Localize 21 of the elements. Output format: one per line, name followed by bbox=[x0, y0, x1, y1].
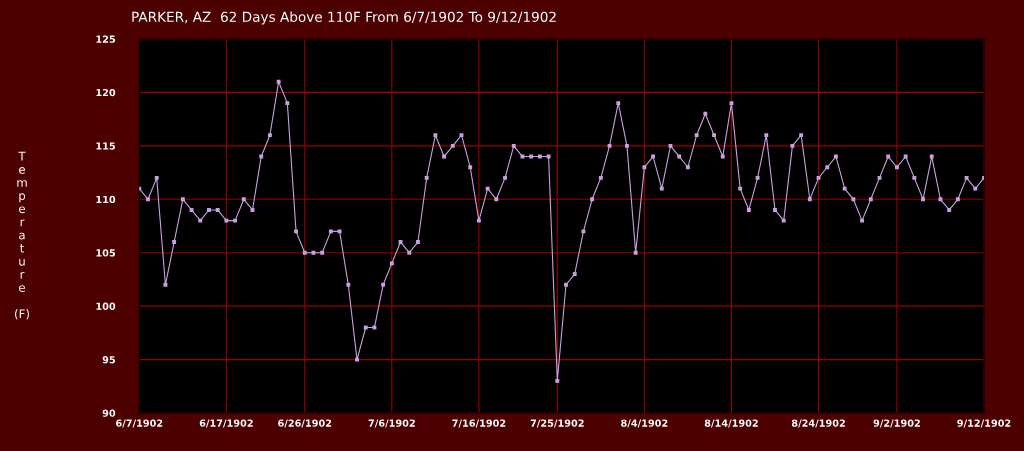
x-tick-label: 7/6/1902 bbox=[368, 419, 415, 428]
y-tick-label: 95 bbox=[102, 356, 116, 364]
x-tick-label: 8/4/1902 bbox=[621, 419, 668, 428]
text: Temperature (F) bbox=[15, 151, 29, 320]
x-tick-label: 7/25/1902 bbox=[530, 419, 584, 428]
x-tick-label: 6/7/1902 bbox=[116, 419, 163, 428]
y-tick-label: 120 bbox=[96, 88, 116, 97]
x-tick-label: 9/12/1902 bbox=[957, 419, 1011, 428]
chart-title: PARKER, AZ 62 Days Above 110F From 6/7/1902 To 9/12/1902 bbox=[132, 11, 556, 25]
y-tick-label: 125 bbox=[96, 35, 116, 43]
y-tick-label: 90 bbox=[102, 409, 116, 417]
x-tick-label: 8/24/1902 bbox=[791, 419, 845, 428]
x-tick-label: 6/26/1902 bbox=[278, 419, 332, 428]
x-tick-label: 8/14/1902 bbox=[704, 419, 758, 428]
y-tick-label: 105 bbox=[96, 249, 116, 257]
y-tick-label: 110 bbox=[96, 195, 116, 204]
x-tick-label: 9/2/1902 bbox=[873, 419, 920, 428]
x-tick-label: 6/17/1902 bbox=[199, 419, 253, 428]
y-tick-label: 115 bbox=[96, 142, 116, 150]
x-tick-label: 7/16/1902 bbox=[452, 419, 506, 428]
y-tick-label: 100 bbox=[96, 302, 116, 310]
